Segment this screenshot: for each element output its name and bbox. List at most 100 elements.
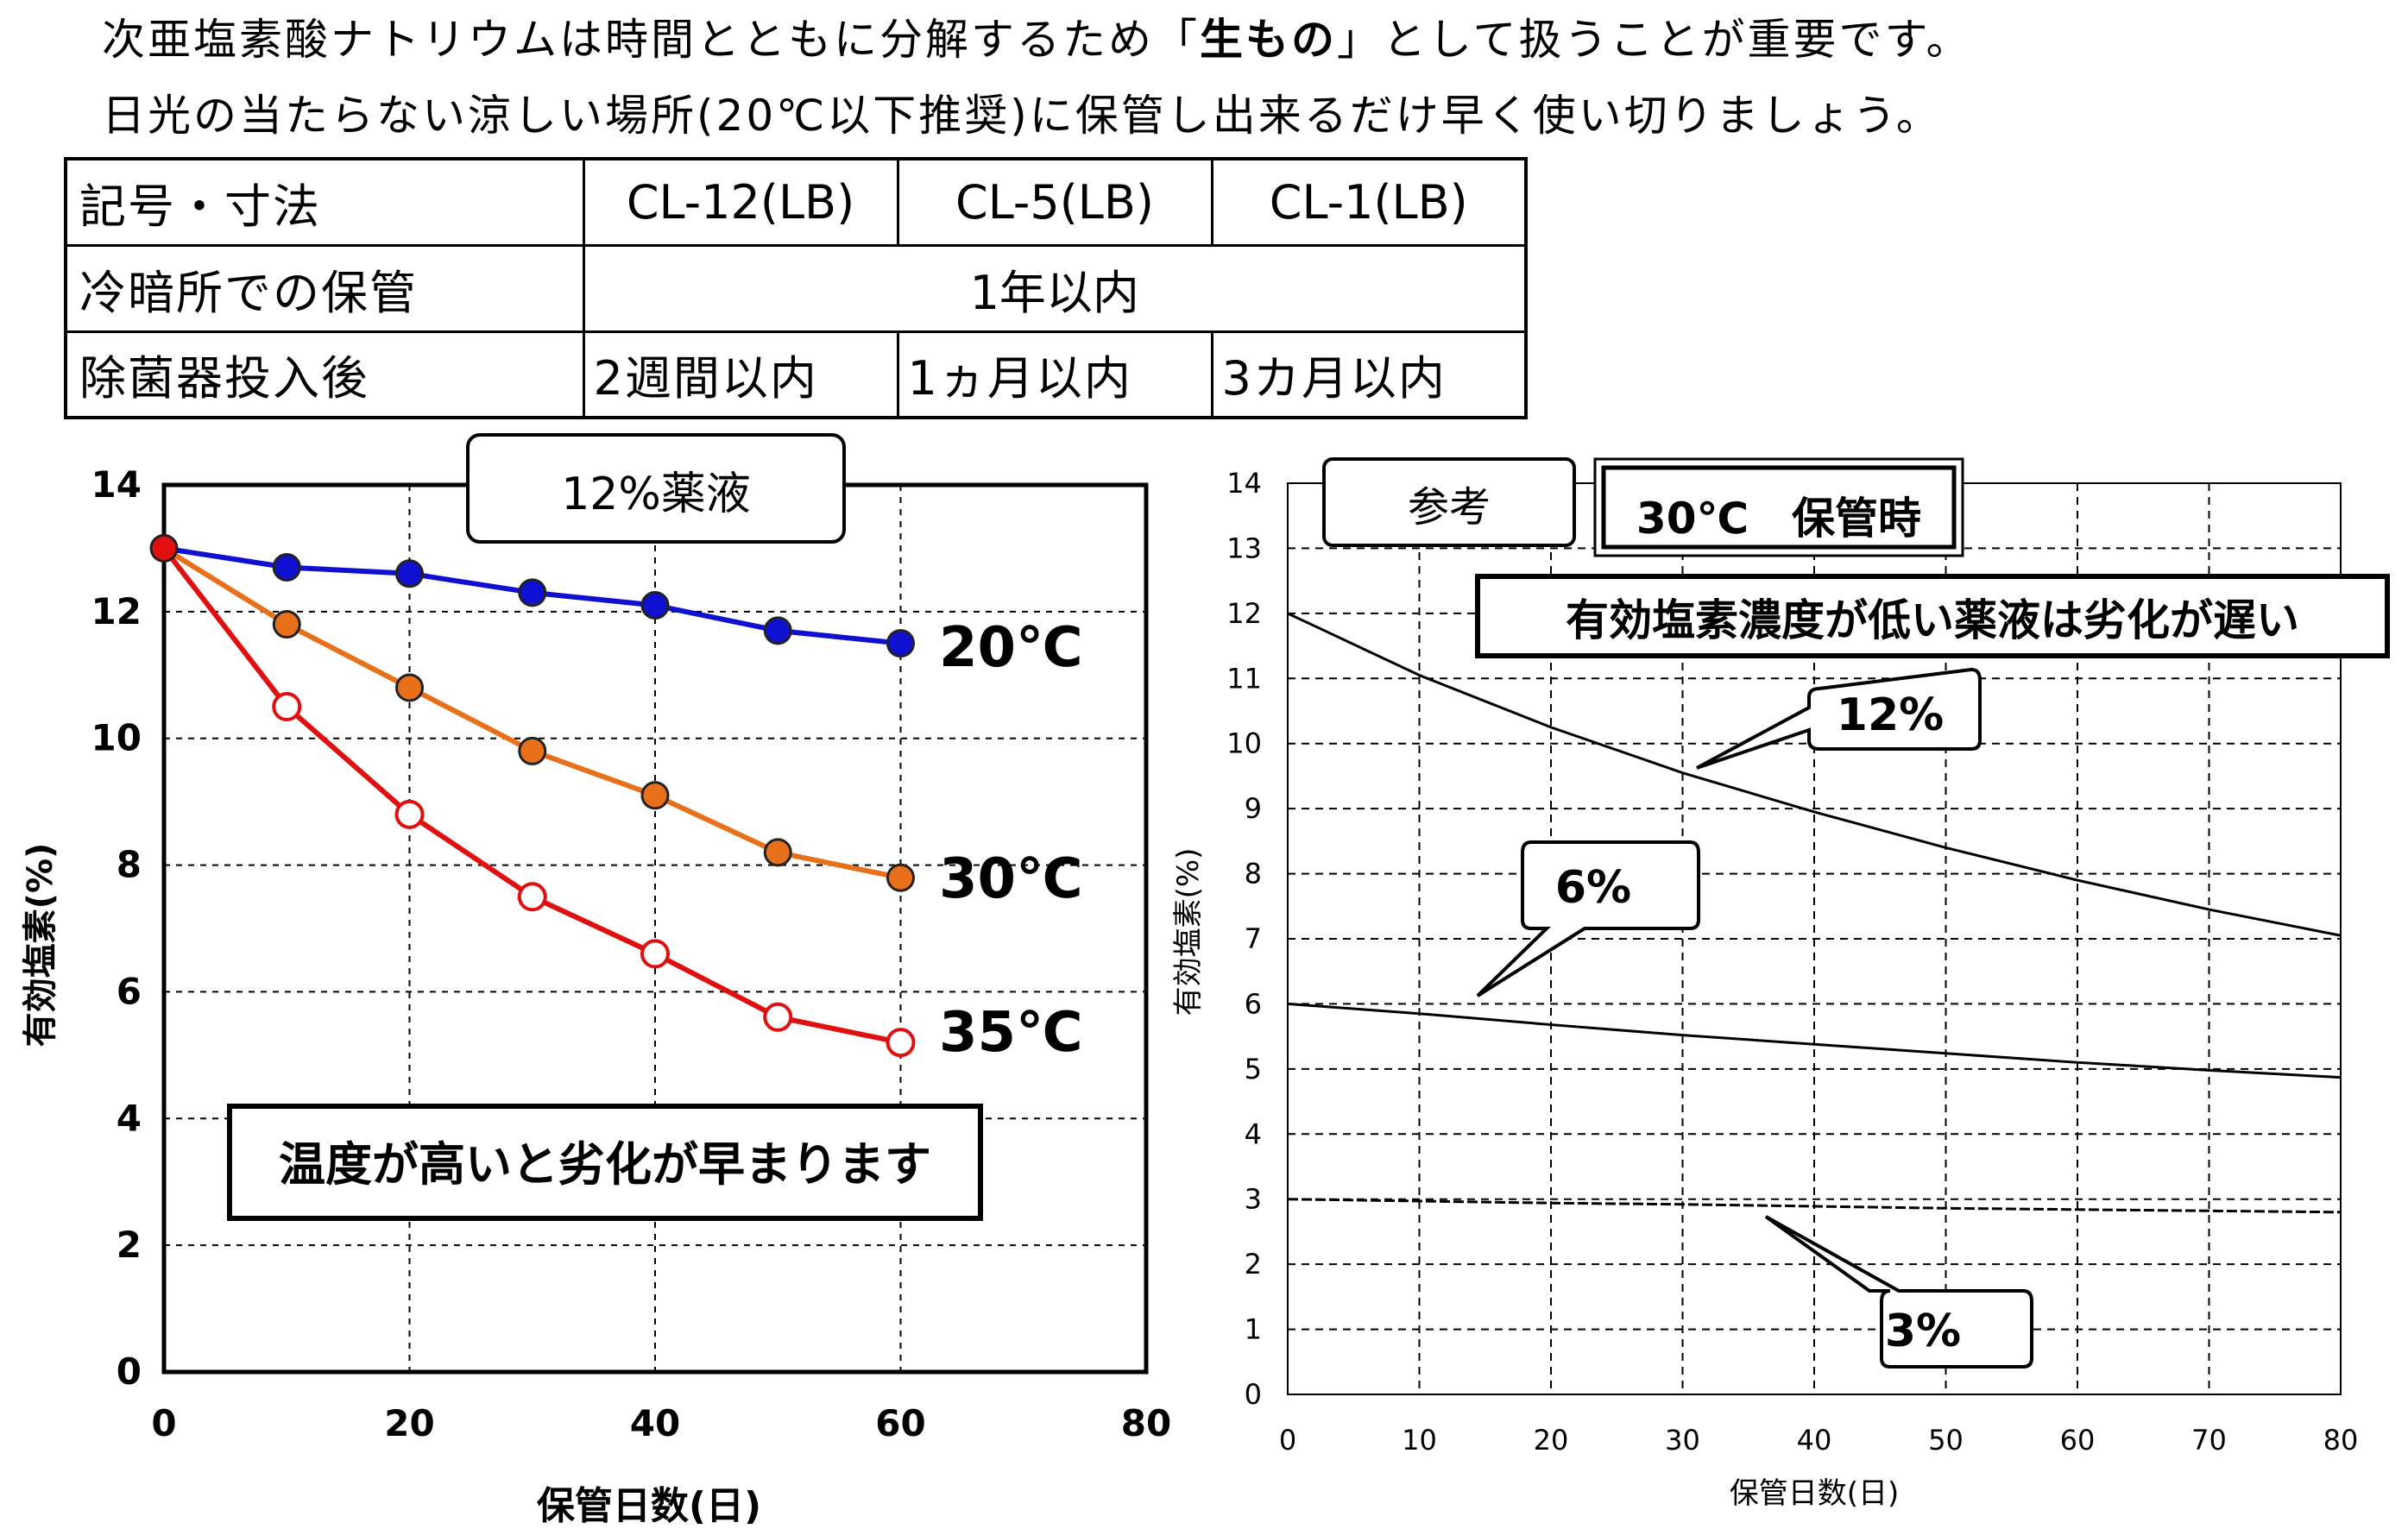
left-x-tick-label: 20 [384,1402,434,1444]
right-y-tick-label: 10 [1226,727,1262,760]
table-row-storage: 冷暗所での保管 1年以内 [64,243,1528,333]
left-y-tick-label: 14 [91,463,142,506]
left-y-tick-label: 12 [91,590,142,632]
left-x-axis-label: 保管日数(日) [537,1484,761,1528]
left-y-tick-label: 2 [117,1224,142,1266]
right-x-tick-label: 30 [1665,1424,1700,1457]
right-series-line-1 [1287,1002,2342,1079]
right-chart-title: 30℃ 保管時 [1636,494,1921,544]
right-y-tick-label: 8 [1245,858,1262,890]
table-header-label: 記号・寸法 [64,157,585,247]
table-after-value-2: 1ヵ月以内 [896,330,1213,419]
left-y-tick-label: 6 [117,970,142,1012]
left-data-point [518,736,547,765]
right-callout-3 [1764,1215,2033,1369]
left-annotation-box [227,1104,983,1221]
left-y-tick-label: 0 [117,1350,142,1393]
right-x-tick-label: 60 [2060,1424,2096,1457]
left-data-point [640,781,670,810]
left-series-label-35c: 35℃ [939,1001,1083,1065]
left-y-tick-label: 8 [117,844,142,886]
left-data-point [272,610,301,639]
table-header-col-2: CL-5(LB) [896,157,1213,247]
left-chart: 0 20 40 60 80 0 2 4 6 8 10 12 14 12%薬液 20℃ 30℃ 35℃ 温… [21,433,1172,1528]
table-storage-label: 冷暗所での保管 [64,243,585,333]
left-data-point [886,629,915,658]
right-y-tick-label: 2 [1245,1248,1262,1280]
left-data-point [640,591,670,620]
right-y-axis-label: 有効塩素(%) [1171,848,1206,1016]
left-x-tick-label: 40 [630,1402,680,1444]
right-y-tick-label: 5 [1245,1053,1262,1085]
right-callout-12 [1696,667,1982,770]
left-data-point [886,863,915,892]
left-data-point [640,939,670,969]
left-x-tick-label: 60 [875,1402,925,1444]
table-row-after: 除菌器投入後 2週間以内 1ヵ月以内 3カ月以内 [64,330,1528,419]
right-tag-box [1322,457,1576,547]
intro-line-1-bold: 生もの [1200,15,1337,65]
left-data-point [517,882,547,912]
right-y-tick-label: 3 [1245,1183,1262,1216]
left-chart-title: 12%薬液 [561,469,751,520]
left-y-axis-label: 有効塩素(%) [21,843,60,1048]
right-series-lines [1287,612,2342,1214]
intro-line-2: 日光の当たらない涼しい場所(20℃以下推奨)に保管し出来るだけ早く使い切りましょ… [102,91,1942,141]
right-callout-label-6: 6% [1555,862,1631,914]
left-series-label-20c: 20℃ [939,616,1083,680]
right-x-tick-label: 70 [2191,1424,2227,1457]
right-x-tick-label: 20 [1534,1424,1569,1457]
right-y-tick-label: 13 [1226,532,1262,564]
right-annotation: 有効塩素濃度が低い薬液は劣化が遅い [1566,595,2299,645]
left-data-point [395,559,424,588]
left-series-label-30c: 30℃ [939,847,1083,911]
left-data-point [272,552,301,582]
table-row-header: 記号・寸法 CL-12(LB) CL-5(LB) CL-1(LB) [64,157,1528,247]
right-x-tick-label: 0 [1279,1424,1296,1457]
right-x-axis-label: 保管日数(日) [1730,1476,1900,1511]
right-series-line-0 [1287,612,2342,937]
right-y-tick-label: 6 [1245,987,1262,1020]
left-data-point [394,799,425,829]
left-title-box [466,433,846,544]
left-y-tick-label: 4 [117,1097,142,1139]
intro-line-1-pre: 次亜塩素酸ナトリウムは時間とともに分解するため「 [102,15,1200,65]
spec-table: 記号・寸法 CL-12(LB) CL-5(LB) CL-1(LB) 冷暗所での保… [64,157,1528,419]
left-tick-labels: 0 20 40 60 80 0 2 4 6 8 10 12 14 [91,463,1172,1444]
right-callout-label-3: 3% [1885,1306,1961,1357]
right-y-tick-label: 0 [1245,1378,1262,1411]
left-x-tick-label: 0 [151,1402,176,1444]
right-y-tick-label: 4 [1245,1117,1262,1150]
right-title-box-inner [1601,465,1957,550]
table-after-value-3: 3カ月以内 [1210,330,1528,419]
left-data-point [518,578,547,607]
table-header-col-3: CL-1(LB) [1210,157,1528,247]
left-data-point [763,1002,793,1032]
right-callout-6 [1476,840,1700,997]
right-callout-label-12: 12% [1837,689,1944,741]
right-title-box [1593,457,1964,557]
left-x-tick-label: 80 [1121,1402,1171,1444]
intro-line-1: 次亜塩素酸ナトリウムは時間とともに分解するため「生もの」として扱うことが重要です… [102,5,1972,67]
table-storage-value: 1年以内 [582,243,1528,333]
left-annotation: 温度が高いと劣化が早まります [279,1137,931,1192]
table-after-value-1: 2週間以内 [582,330,899,419]
table-after-label: 除菌器投入後 [64,330,585,419]
intro-line-1-post: 」として扱うことが重要です。 [1337,15,1972,65]
table-header-col-1: CL-12(LB) [582,157,899,247]
right-y-tick-label: 9 [1245,792,1262,825]
left-data-point [395,673,424,702]
right-x-tick-label: 40 [1797,1424,1832,1457]
left-data-point [886,1028,916,1058]
right-x-tick-label: 50 [1928,1424,1964,1457]
right-x-tick-label: 10 [1402,1424,1437,1457]
right-x-tick-label: 80 [2323,1424,2359,1457]
right-annotation-box [1475,574,2390,658]
right-chart-tag: 参考 [1408,483,1491,532]
left-data-point-origin [149,533,179,563]
right-grid [1288,483,2341,1394]
right-y-tick-label: 12 [1226,597,1262,630]
